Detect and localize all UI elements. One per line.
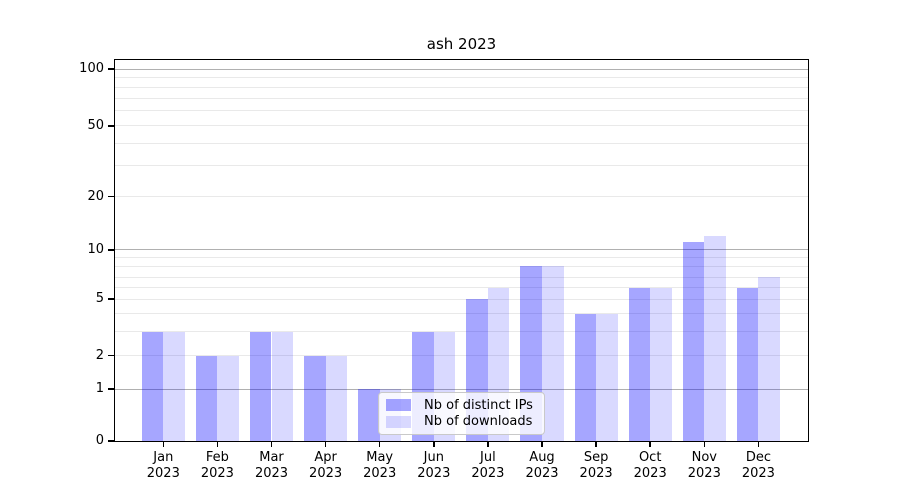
x-tick-label: Nov 2023 [687, 450, 721, 481]
y-tick-label: 1 [95, 381, 104, 396]
x-tick-label: Apr 2023 [309, 450, 343, 481]
legend: Nb of distinct IPs Nb of downloads [378, 392, 545, 435]
minor-gridline [114, 196, 809, 198]
bar-distinct-ips [628, 287, 651, 441]
x-tick-label: Mar 2023 [254, 450, 289, 481]
legend-swatch-distinct-ips [386, 399, 411, 412]
y-tick-mark [107, 68, 114, 70]
x-tick-mark [649, 441, 651, 447]
bar-downloads [217, 355, 239, 441]
bar-downloads [596, 313, 618, 441]
y-tick-label: 20 [87, 188, 104, 204]
x-tick-label: Oct 2023 [633, 450, 667, 481]
minor-gridline [114, 298, 809, 300]
x-tick-mark [378, 441, 381, 447]
x-tick-mark [541, 441, 543, 447]
bar-downloads [325, 355, 348, 441]
x-tick-label: Jan 2023 [146, 450, 180, 481]
y-tick-label: 5 [95, 291, 104, 306]
x-tick-mark [487, 441, 489, 447]
x-tick-label: Sep 2023 [579, 450, 613, 481]
x-tick-mark [595, 441, 597, 447]
minor-gridline [114, 110, 809, 112]
minor-gridline [114, 355, 809, 356]
x-tick-label: Feb 2023 [200, 450, 234, 481]
x-tick-mark [324, 441, 327, 447]
x-tick-label: Jun 2023 [417, 450, 451, 481]
y-tick-mark [107, 354, 114, 357]
legend-row-distinct-ips: Nb of distinct IPs [386, 397, 536, 414]
bar-distinct-ips [682, 242, 705, 441]
x-tick-mark [162, 441, 165, 447]
legend-label-downloads: Nb of downloads [424, 414, 533, 430]
bar-downloads [163, 331, 185, 441]
minor-gridline [114, 164, 809, 166]
bar-distinct-ips [249, 331, 272, 441]
minor-gridline [114, 313, 809, 315]
bar-downloads [271, 331, 294, 441]
y-tick-label: 10 [87, 241, 104, 257]
x-tick-label: Dec 2023 [741, 450, 775, 481]
bar-distinct-ips [195, 355, 218, 441]
y-tick-mark [107, 249, 114, 251]
x-tick-label: Jul 2023 [471, 450, 505, 481]
y-tick-mark [107, 388, 114, 390]
x-tick-mark [757, 441, 760, 447]
minor-gridline [114, 287, 809, 289]
minor-gridline [114, 257, 809, 259]
y-tick-label: 100 [79, 61, 104, 76]
y-tick-mark [107, 440, 114, 442]
minor-gridline [114, 142, 809, 144]
bar-downloads [704, 235, 726, 441]
bar-distinct-ips [358, 389, 380, 441]
major-gridline [114, 388, 809, 390]
minor-gridline [114, 77, 809, 79]
bar-downloads [758, 277, 780, 441]
x-tick-mark [270, 441, 273, 447]
bar-distinct-ips [304, 355, 326, 441]
x-tick-mark [703, 441, 706, 447]
minor-gridline [114, 86, 809, 88]
minor-gridline [114, 265, 809, 267]
x-tick-label: May 2023 [363, 450, 397, 481]
legend-swatch-downloads [386, 415, 411, 428]
y-tick-label: 0 [95, 433, 104, 448]
legend-label-distinct-ips: Nb of distinct IPs [424, 397, 533, 413]
legend-row-downloads: Nb of downloads [386, 414, 536, 431]
x-tick-mark [216, 441, 219, 447]
bar-downloads [650, 287, 672, 441]
bar-downloads [542, 266, 564, 441]
major-gridline [114, 68, 809, 70]
y-tick-label: 2 [95, 347, 104, 363]
bar-distinct-ips [574, 313, 597, 441]
y-tick-mark [107, 298, 114, 300]
minor-gridline [114, 276, 809, 278]
y-tick-label: 50 [87, 117, 104, 133]
bar-distinct-ips [736, 287, 759, 441]
y-tick-mark [107, 125, 114, 127]
x-tick-mark [433, 441, 435, 447]
minor-gridline [114, 331, 809, 333]
y-tick-mark [107, 195, 114, 198]
x-tick-label: Aug 2023 [525, 450, 559, 481]
chart-title: ash 2023 [426, 35, 497, 53]
minor-gridline [114, 97, 809, 99]
minor-gridline [114, 125, 809, 127]
bar-distinct-ips [141, 331, 164, 441]
major-gridline [114, 249, 809, 251]
